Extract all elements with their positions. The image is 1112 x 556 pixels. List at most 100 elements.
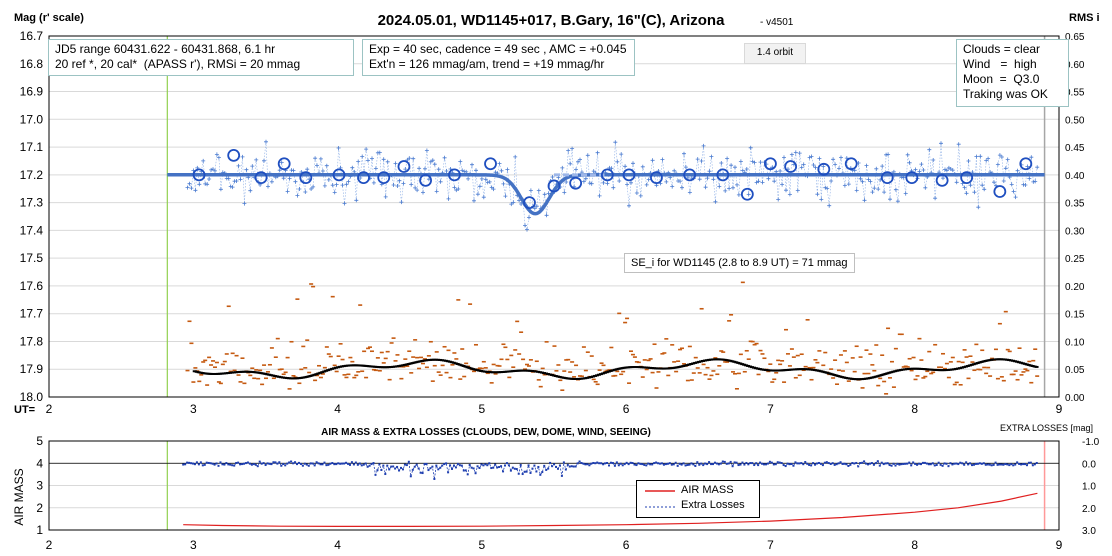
- mag-point: [326, 177, 331, 182]
- mag-point: [746, 192, 751, 197]
- mag-point: [342, 201, 347, 206]
- mag-point: [491, 187, 496, 192]
- losses-point: [670, 463, 673, 466]
- mag-point: [617, 179, 622, 183]
- mag-point: [576, 159, 580, 164]
- mag-point: [370, 156, 374, 161]
- losses-point: [870, 462, 873, 465]
- losses-point: [335, 463, 338, 466]
- losses-point: [223, 463, 226, 466]
- losses-point: [935, 463, 938, 466]
- binned-point: [332, 168, 346, 182]
- losses-point: [939, 463, 942, 466]
- losses-point: [969, 462, 972, 465]
- losses-point: [812, 462, 815, 465]
- losses-point: [562, 461, 565, 464]
- mag-point: [236, 163, 241, 168]
- mag-connect-line: [187, 141, 1038, 231]
- losses-point: [637, 462, 640, 465]
- mag-tick-label: 17.2: [20, 168, 44, 182]
- losses-point: [596, 461, 599, 464]
- losses-point: [564, 468, 567, 471]
- mag-point: [723, 188, 728, 193]
- losses-point: [863, 460, 866, 463]
- losses-point: [505, 462, 508, 465]
- mag-point: [707, 169, 712, 174]
- mag-point: [817, 156, 822, 161]
- mag-point: [860, 179, 865, 184]
- mag-point: [523, 223, 527, 228]
- losses-point: [490, 467, 493, 470]
- losses-point: [276, 462, 279, 465]
- losses-point: [602, 463, 605, 466]
- mag-point: [568, 161, 573, 166]
- losses-point: [558, 464, 561, 467]
- losses-point: [553, 463, 556, 466]
- losses-point: [193, 463, 196, 466]
- losses-point: [382, 464, 385, 467]
- mag-point: [332, 190, 337, 195]
- losses-point: [586, 463, 589, 466]
- mag-point: [1003, 166, 1008, 171]
- mag-point: [748, 145, 753, 150]
- rms-tick-label: 0.25: [1065, 254, 1085, 265]
- losses-point: [757, 464, 760, 467]
- losses-point: [949, 462, 952, 465]
- losses-point: [284, 464, 287, 467]
- losses-tick-label: 3.0: [1082, 526, 1096, 537]
- mag-point: [997, 153, 1002, 158]
- losses-point: [551, 465, 554, 468]
- mag-tick-label: 17.5: [20, 251, 44, 265]
- mag-point: [570, 146, 575, 151]
- losses-point: [217, 464, 220, 467]
- losses-point: [511, 466, 514, 469]
- losses-point: [274, 461, 277, 464]
- losses-point: [427, 469, 430, 472]
- losses-point: [256, 465, 259, 468]
- losses-point: [611, 462, 614, 465]
- losses-point: [482, 464, 485, 467]
- mag-point: [244, 167, 249, 172]
- binned-point: [960, 171, 974, 185]
- losses-point: [392, 465, 395, 468]
- losses-point: [806, 462, 809, 465]
- losses-point: [747, 463, 750, 466]
- losses-point: [825, 461, 828, 464]
- losses-point: [910, 464, 913, 467]
- binned-point: [935, 173, 949, 187]
- losses-point: [292, 462, 295, 465]
- losses-point: [621, 464, 624, 467]
- losses-point: [592, 461, 595, 464]
- losses-point: [286, 462, 289, 465]
- losses-point: [199, 461, 202, 464]
- mag-point: [950, 168, 955, 173]
- mag-point: [513, 154, 518, 159]
- lower-ut-tick-label: 4: [334, 538, 341, 552]
- mag-point: [409, 182, 414, 187]
- losses-point: [708, 461, 711, 464]
- losses-point: [676, 464, 679, 467]
- lower-legend: AIR MASS Extra Losses: [636, 480, 760, 518]
- losses-point: [460, 464, 463, 467]
- losses-point: [533, 464, 536, 467]
- mag-point: [230, 185, 235, 190]
- losses-tick-label: 2.0: [1082, 504, 1096, 515]
- losses-point: [239, 463, 242, 466]
- losses-point: [737, 464, 740, 467]
- mag-point: [831, 157, 836, 162]
- mag-point: [434, 189, 439, 194]
- losses-point: [566, 463, 569, 466]
- losses-point: [195, 461, 198, 464]
- mag-point: [680, 185, 684, 190]
- losses-point: [545, 468, 548, 471]
- mag-point: [305, 167, 310, 172]
- losses-point: [417, 467, 420, 470]
- losses-point: [464, 469, 467, 472]
- losses-point: [1024, 463, 1027, 466]
- lower-ut-tick-label: 2: [46, 538, 53, 552]
- ut-tick-label: 5: [479, 402, 486, 416]
- rms-tick-label: 0.15: [1065, 310, 1085, 321]
- lower-panel-title: AIR MASS & EXTRA LOSSES (CLOUDS, DEW, DO…: [321, 427, 651, 438]
- mag-point: [442, 155, 447, 160]
- losses-point: [311, 462, 314, 465]
